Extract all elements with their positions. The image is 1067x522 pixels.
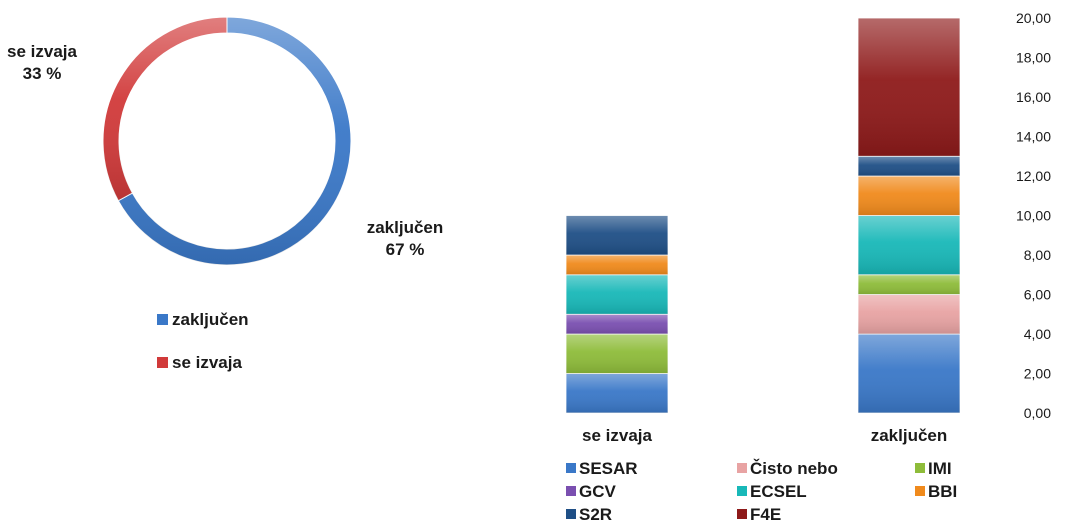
- bar-segment-gloss: [566, 216, 668, 256]
- donut-slice-gloss: [103, 17, 227, 201]
- donut-label-value: 67 %: [386, 240, 425, 259]
- legend-label: Čisto nebo: [750, 459, 838, 478]
- legend-label: ECSEL: [750, 482, 807, 501]
- legend-label: SESAR: [579, 459, 638, 478]
- bar-segment-gloss: [566, 334, 668, 374]
- y-tick-label: 2,00: [1024, 366, 1051, 382]
- donut-label-value: 33 %: [23, 64, 62, 83]
- legend-swatch: [566, 463, 576, 473]
- bar-segment-gloss: [858, 156, 960, 176]
- legend-label: S2R: [579, 505, 612, 522]
- legend-swatch: [915, 463, 925, 473]
- legend-label: zaključen: [172, 310, 249, 329]
- legend-label: BBI: [928, 482, 957, 501]
- legend-label: F4E: [750, 505, 781, 522]
- bar-segment-gloss: [566, 255, 668, 275]
- legend-label: IMI: [928, 459, 952, 478]
- legend-swatch: [737, 463, 747, 473]
- bar-segment-gloss: [858, 334, 960, 413]
- legend-swatch: [737, 486, 747, 496]
- legend-label: se izvaja: [172, 353, 242, 372]
- bar-segment-gloss: [858, 176, 960, 216]
- legend-swatch: [157, 357, 168, 368]
- bar-segment-gloss: [858, 216, 960, 275]
- legend-swatch: [157, 314, 168, 325]
- y-tick-label: 0,00: [1024, 405, 1051, 421]
- donut-label-name: zaključen: [367, 218, 444, 237]
- stacked-bar-chart: se izvaja zaključen: [566, 18, 960, 445]
- legend-swatch: [566, 486, 576, 496]
- bar-segment-gloss: [858, 275, 960, 295]
- y-tick-label: 14,00: [1016, 129, 1051, 145]
- donut-label-name: se izvaja: [7, 42, 77, 61]
- y-tick-label: 8,00: [1024, 247, 1051, 263]
- y-axis: 0,00 2,00 4,00 6,00 8,00 10,00 12,00 14,00 16,00…: [1016, 10, 1051, 421]
- legend-swatch: [915, 486, 925, 496]
- donut-chart: zaključen 67 % se izvaja 33 %: [7, 17, 443, 265]
- y-tick-label: 4,00: [1024, 326, 1051, 342]
- y-tick-label: 12,00: [1016, 168, 1051, 184]
- bar-segment-gloss: [858, 295, 960, 335]
- y-tick-label: 6,00: [1024, 287, 1051, 303]
- y-tick-label: 16,00: [1016, 89, 1051, 105]
- bar-legend: SESAR Čisto nebo IMI GCV ECSEL BBI S2R F4E: [566, 459, 957, 522]
- legend-swatch: [566, 509, 576, 519]
- legend-swatch: [737, 509, 747, 519]
- bar-segment-gloss: [566, 314, 668, 334]
- bar-segment-gloss: [566, 275, 668, 315]
- x-tick-label: zaključen: [871, 426, 948, 445]
- bar-segment-gloss: [566, 374, 668, 414]
- bar-segment-gloss: [858, 18, 960, 156]
- legend-label: GCV: [579, 482, 617, 501]
- y-tick-label: 18,00: [1016, 50, 1051, 66]
- y-tick-label: 20,00: [1016, 10, 1051, 26]
- x-tick-label: se izvaja: [582, 426, 652, 445]
- y-tick-label: 10,00: [1016, 208, 1051, 224]
- donut-legend: zaključen se izvaja: [157, 310, 249, 372]
